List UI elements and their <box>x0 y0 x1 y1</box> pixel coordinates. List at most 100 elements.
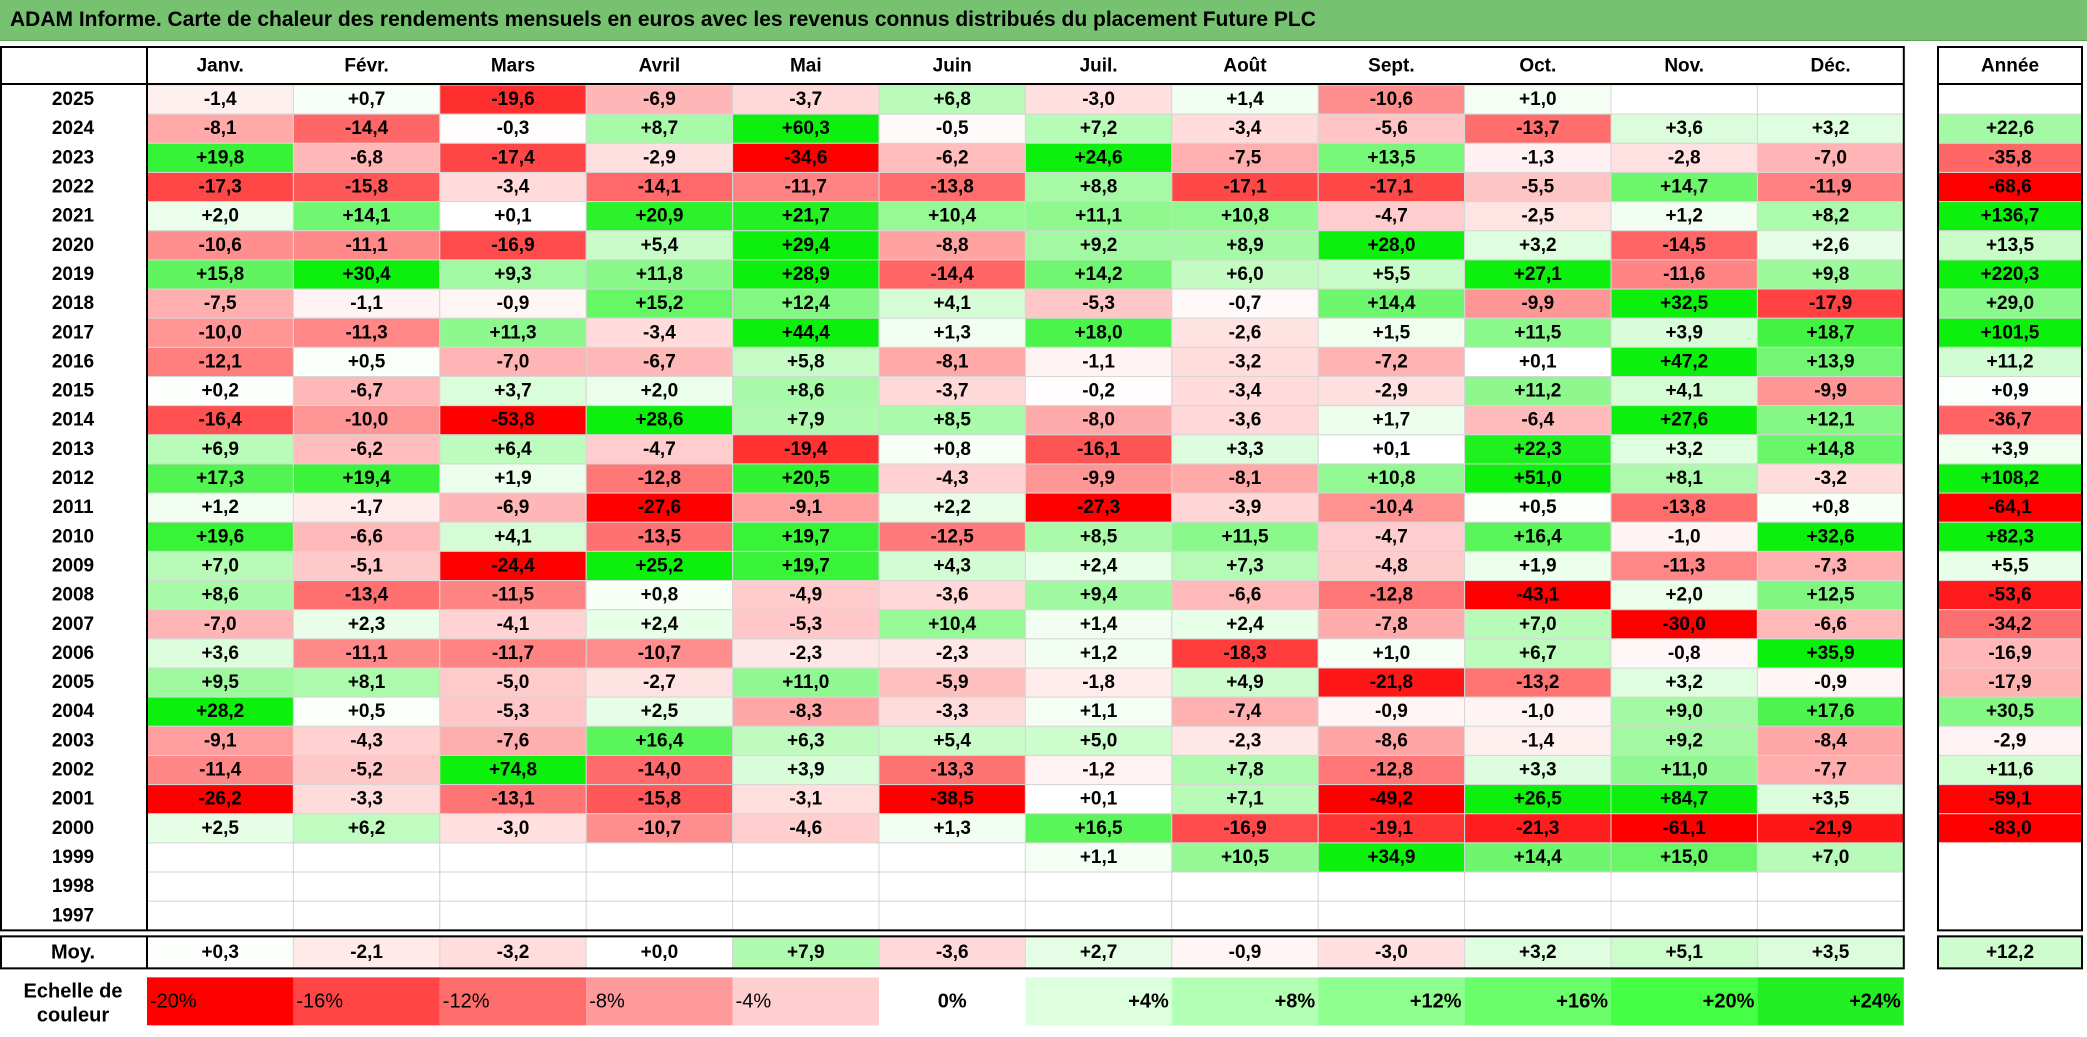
heat-cell <box>146 521 294 552</box>
heat-cell <box>1317 317 1466 348</box>
heat-cell <box>585 871 734 902</box>
main-table-border <box>0 46 1905 932</box>
month-header: Avril <box>639 56 681 77</box>
heat-cell <box>1464 638 1612 669</box>
annual-value: -68,6 <box>1988 177 2031 198</box>
heat-cell <box>585 725 734 756</box>
cell-value: -7,6 <box>497 730 530 751</box>
heat-cell <box>878 405 1026 436</box>
heat-cell <box>1317 580 1466 611</box>
cell-value: -3,4 <box>1229 381 1262 402</box>
cell-value: -3,0 <box>1082 89 1115 110</box>
heat-cell <box>585 638 734 669</box>
year-label: 2009 <box>52 555 94 576</box>
cell-value: -6,7 <box>643 351 676 372</box>
cell-value: -6,9 <box>497 497 530 518</box>
heat-cell <box>732 667 880 698</box>
cell-value: +29,4 <box>782 235 831 256</box>
heat-cell <box>1610 784 1758 815</box>
annual-table-border <box>1937 46 2083 932</box>
cell-value: +6,8 <box>933 89 971 110</box>
cell-value: -12,8 <box>1370 760 1413 781</box>
cell-value: -38,5 <box>931 789 975 810</box>
cell-value: -11,3 <box>1663 555 1705 576</box>
cell-value: -4,8 <box>1375 555 1408 576</box>
cell-value: +7,3 <box>1226 555 1264 576</box>
cell-value: +9,4 <box>1080 585 1118 606</box>
month-header: Juin <box>933 56 972 77</box>
heat-cell <box>1171 754 1319 786</box>
average-cell <box>1024 935 1173 969</box>
cell-value: +6,2 <box>348 818 386 839</box>
cell-value: +16,5 <box>1075 818 1124 839</box>
heat-cell <box>1464 230 1612 261</box>
annual-value: -35,8 <box>1988 147 2031 168</box>
heat-cell <box>732 754 880 786</box>
average-label: Moy. <box>51 941 95 963</box>
annual-value: -17,9 <box>1988 672 2031 693</box>
heat-cell <box>439 550 587 582</box>
cell-value: +22,3 <box>1514 439 1562 460</box>
title-bar: ADAM Informe. Carte de chaleur des rende… <box>0 0 2087 41</box>
heat-cell <box>1610 871 1758 902</box>
heat-cell <box>1024 171 1173 203</box>
cell-value: -7,2 <box>1375 351 1408 372</box>
cell-value: +27,6 <box>1660 410 1708 431</box>
heat-cell <box>1756 725 1905 756</box>
heat-cell <box>1464 842 1612 873</box>
year-label: 2007 <box>52 614 94 635</box>
cell-value: -5,9 <box>936 672 969 693</box>
cell-value: -6,9 <box>643 89 676 110</box>
heat-cell <box>292 667 441 698</box>
cell-value: -11,9 <box>1809 177 1851 198</box>
cell-value: -5,2 <box>350 760 383 781</box>
heat-cell <box>1024 813 1173 844</box>
heat-cell <box>585 842 734 873</box>
heat-cell <box>1024 142 1173 173</box>
cell-value: +1,0 <box>1519 89 1557 110</box>
heat-cell <box>1610 317 1758 348</box>
cell-value: +2,4 <box>641 614 679 635</box>
cell-value: -11,1 <box>345 235 388 256</box>
cell-value: -4,7 <box>1375 526 1408 547</box>
heat-cell <box>1024 434 1173 465</box>
average-value: -3,2 <box>497 942 530 963</box>
heat-cell <box>1171 580 1319 611</box>
cell-value: +6,9 <box>201 439 239 460</box>
cell-value: -9,1 <box>204 730 237 751</box>
average-value: +7,9 <box>787 942 825 963</box>
heat-cell <box>292 288 441 319</box>
heat-cell <box>1756 434 1905 465</box>
heat-cell <box>146 754 294 786</box>
heat-cell <box>1171 288 1319 319</box>
scale-step-label: +4% <box>1128 990 1169 1012</box>
heat-cell <box>1610 201 1758 232</box>
cell-value: +6,0 <box>1226 264 1264 285</box>
cell-value: +11,2 <box>1514 381 1561 402</box>
heat-cell <box>1024 113 1173 144</box>
cell-value: -2,5 <box>1521 206 1554 227</box>
heat-cell <box>1756 346 1905 378</box>
annual-cell <box>1937 900 2083 931</box>
cell-value: +19,6 <box>196 526 244 547</box>
cell-value: +14,4 <box>1367 293 1416 314</box>
heat-cell <box>878 696 1026 727</box>
heat-cell <box>1610 638 1758 669</box>
scale-step-label: -4% <box>736 990 772 1012</box>
cell-value: +6,4 <box>494 439 532 460</box>
cell-value: -7,5 <box>1229 147 1262 168</box>
year-label: 2023 <box>52 147 94 168</box>
cell-value: +0,5 <box>1519 497 1557 518</box>
heat-cell <box>1464 113 1612 144</box>
heat-cell <box>585 434 734 465</box>
average-cell <box>732 935 880 969</box>
heat-cell <box>292 638 441 669</box>
heat-cell <box>292 492 441 523</box>
cell-value: -10,4 <box>1370 497 1414 518</box>
cell-value: -9,9 <box>1082 468 1115 489</box>
heat-cell <box>1024 288 1173 319</box>
year-label: 2011 <box>52 497 94 518</box>
cell-value: -6,2 <box>936 147 969 168</box>
cell-value: -2,3 <box>1229 730 1262 751</box>
cell-value: -3,6 <box>1229 410 1262 431</box>
